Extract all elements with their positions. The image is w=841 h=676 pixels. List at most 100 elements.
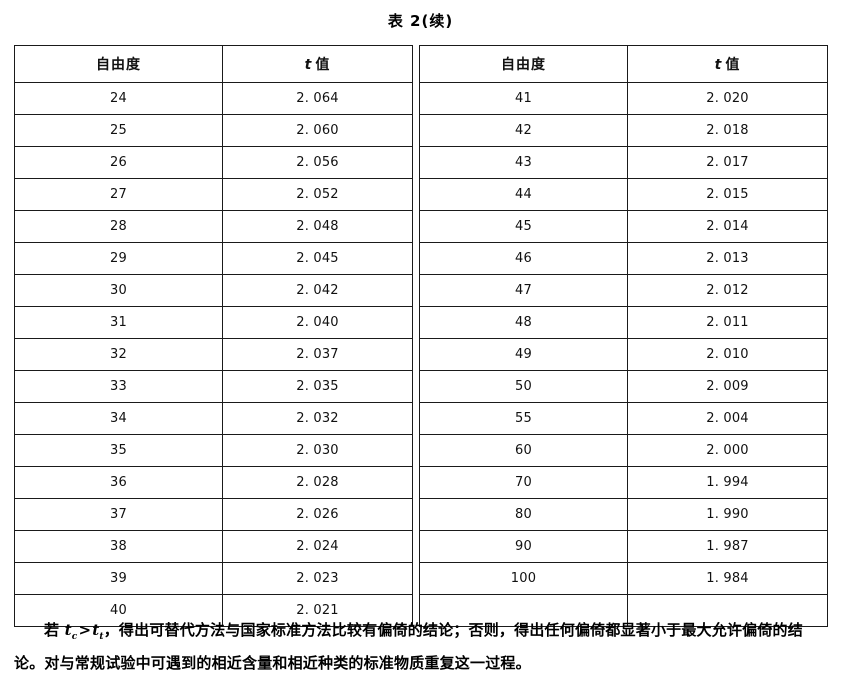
cell-degrees-freedom-right: 47 [419, 274, 628, 307]
table-gutter-cell [412, 562, 420, 595]
t-subscript-c: c [71, 632, 78, 642]
greater-than-operator: > [78, 621, 92, 639]
table-gutter-cell [412, 306, 420, 339]
table-row: 34 2. 032 55 2. 004 [14, 402, 828, 435]
table-row: 40 2. 021 [14, 594, 828, 627]
cell-degrees-freedom-right: 48 [419, 306, 628, 339]
variable-t-t: tt [92, 621, 104, 642]
cell-t-value-right: 2. 020 [627, 82, 828, 115]
table-gutter-cell [412, 338, 420, 371]
cell-degrees-freedom-left: 35 [14, 434, 223, 467]
cell-t-value-left: 2. 060 [222, 114, 413, 147]
table-row: 24 2. 064 41 2. 020 [14, 82, 828, 115]
footer-line-1-rest: ，得出可替代方法与国家标准方法比较有偏倚的结论；否则，得出任何偏倚都显著小于最大 [103, 621, 712, 639]
cell-t-value-left: 2. 042 [222, 274, 413, 307]
cell-degrees-freedom-left: 28 [14, 210, 223, 243]
cell-degrees-freedom-right: 43 [419, 146, 628, 179]
cell-degrees-freedom-right: 100 [419, 562, 628, 595]
cell-t-value-left: 2. 045 [222, 242, 413, 275]
cell-degrees-freedom-left: 25 [14, 114, 223, 147]
table-row: 28 2. 048 45 2. 014 [14, 210, 828, 243]
page-title: 表 2(续) [387, 12, 454, 30]
cell-degrees-freedom-left: 26 [14, 146, 223, 179]
table-gutter-cell [412, 210, 420, 243]
table-gutter-cell [412, 82, 420, 115]
cell-degrees-freedom-left: 36 [14, 466, 223, 499]
cell-t-value-left: 2. 028 [222, 466, 413, 499]
table-row: 38 2. 024 90 1. 987 [14, 530, 828, 563]
cell-degrees-freedom-right: 42 [419, 114, 628, 147]
table-row: 30 2. 042 47 2. 012 [14, 274, 828, 307]
table-row: 35 2. 030 60 2. 000 [14, 434, 828, 467]
column-header-degrees-freedom-left: 自由度 [14, 45, 223, 83]
cell-t-value-right: 1. 984 [627, 562, 828, 595]
cell-t-value-left: 2. 024 [222, 530, 413, 563]
value-label-right: 值 [725, 57, 741, 73]
table-row: 26 2. 056 43 2. 017 [14, 146, 828, 179]
cell-degrees-freedom-right: 41 [419, 82, 628, 115]
table-gutter-cell [412, 146, 420, 179]
cell-degrees-freedom-right: 50 [419, 370, 628, 403]
cell-t-value-right: 2. 015 [627, 178, 828, 211]
t-symbol-right: t [714, 57, 723, 73]
cell-degrees-freedom-left: 33 [14, 370, 223, 403]
table-gutter-cell [412, 498, 420, 531]
cell-t-value-left: 2. 040 [222, 306, 413, 339]
cell-degrees-freedom-right: 90 [419, 530, 628, 563]
cell-t-value-right: 2. 010 [627, 338, 828, 371]
table-row: 32 2. 037 49 2. 010 [14, 338, 828, 371]
table-body: 24 2. 064 41 2. 020 25 2. 060 42 2. 018 26 2. 056… [14, 82, 828, 627]
table-row: 29 2. 045 46 2. 013 [14, 242, 828, 275]
cell-degrees-freedom-right: 45 [419, 210, 628, 243]
cell-degrees-freedom-right: 55 [419, 402, 628, 435]
cell-t-value-left: 2. 052 [222, 178, 413, 211]
variable-t-c: tc [64, 621, 78, 642]
cell-degrees-freedom-left: 32 [14, 338, 223, 371]
cell-t-value-right: 2. 017 [627, 146, 828, 179]
t-symbol-calc: t [64, 621, 72, 639]
cell-t-value-right: 2. 009 [627, 370, 828, 403]
cell-degrees-freedom-left: 30 [14, 274, 223, 307]
cell-t-value-left: 2. 056 [222, 146, 413, 179]
cell-t-value-left: 2. 037 [222, 338, 413, 371]
cell-t-value-left: 2. 026 [222, 498, 413, 531]
footer-line-2: 允许偏倚的结论。对与常规试验中可遇到的相近含量和相近种类的标准物质重复这一过程。 [14, 621, 803, 672]
cell-t-value-right [627, 594, 828, 627]
table-gutter-cell [412, 530, 420, 563]
cell-t-value-left: 2. 048 [222, 210, 413, 243]
cell-degrees-freedom-right: 60 [419, 434, 628, 467]
t-symbol-left: t [304, 57, 313, 73]
footer-note: 若 tc>tt，得出可替代方法与国家标准方法比较有偏倚的结论；否则，得出任何偏倚… [14, 617, 829, 676]
cell-t-value-right: 1. 990 [627, 498, 828, 531]
cell-t-value-right: 2. 014 [627, 210, 828, 243]
column-header-degrees-freedom-right: 自由度 [419, 45, 628, 83]
cell-t-value-right: 2. 004 [627, 402, 828, 435]
cell-degrees-freedom-left: 24 [14, 82, 223, 115]
cell-t-value-right: 1. 994 [627, 466, 828, 499]
cell-t-value-left: 2. 021 [222, 594, 413, 627]
cell-t-value-right: 2. 012 [627, 274, 828, 307]
cell-degrees-freedom-left: 38 [14, 530, 223, 563]
cell-degrees-freedom-left: 37 [14, 498, 223, 531]
table-gutter-cell [412, 370, 420, 403]
t-symbol-table: t [92, 621, 100, 639]
cell-t-value-right: 1. 987 [627, 530, 828, 563]
cell-degrees-freedom-right: 44 [419, 178, 628, 211]
cell-t-value-left: 2. 035 [222, 370, 413, 403]
table-gutter-cell [412, 242, 420, 275]
table-row: 39 2. 023 100 1. 984 [14, 562, 828, 595]
cell-degrees-freedom-left: 31 [14, 306, 223, 339]
cell-degrees-freedom-left: 34 [14, 402, 223, 435]
cell-t-value-right: 2. 018 [627, 114, 828, 147]
cell-t-value-left: 2. 032 [222, 402, 413, 435]
cell-degrees-freedom-right: 46 [419, 242, 628, 275]
footer-prefix: 若 [44, 621, 65, 639]
table-gutter-cell [412, 114, 420, 147]
cell-degrees-freedom-right: 70 [419, 466, 628, 499]
